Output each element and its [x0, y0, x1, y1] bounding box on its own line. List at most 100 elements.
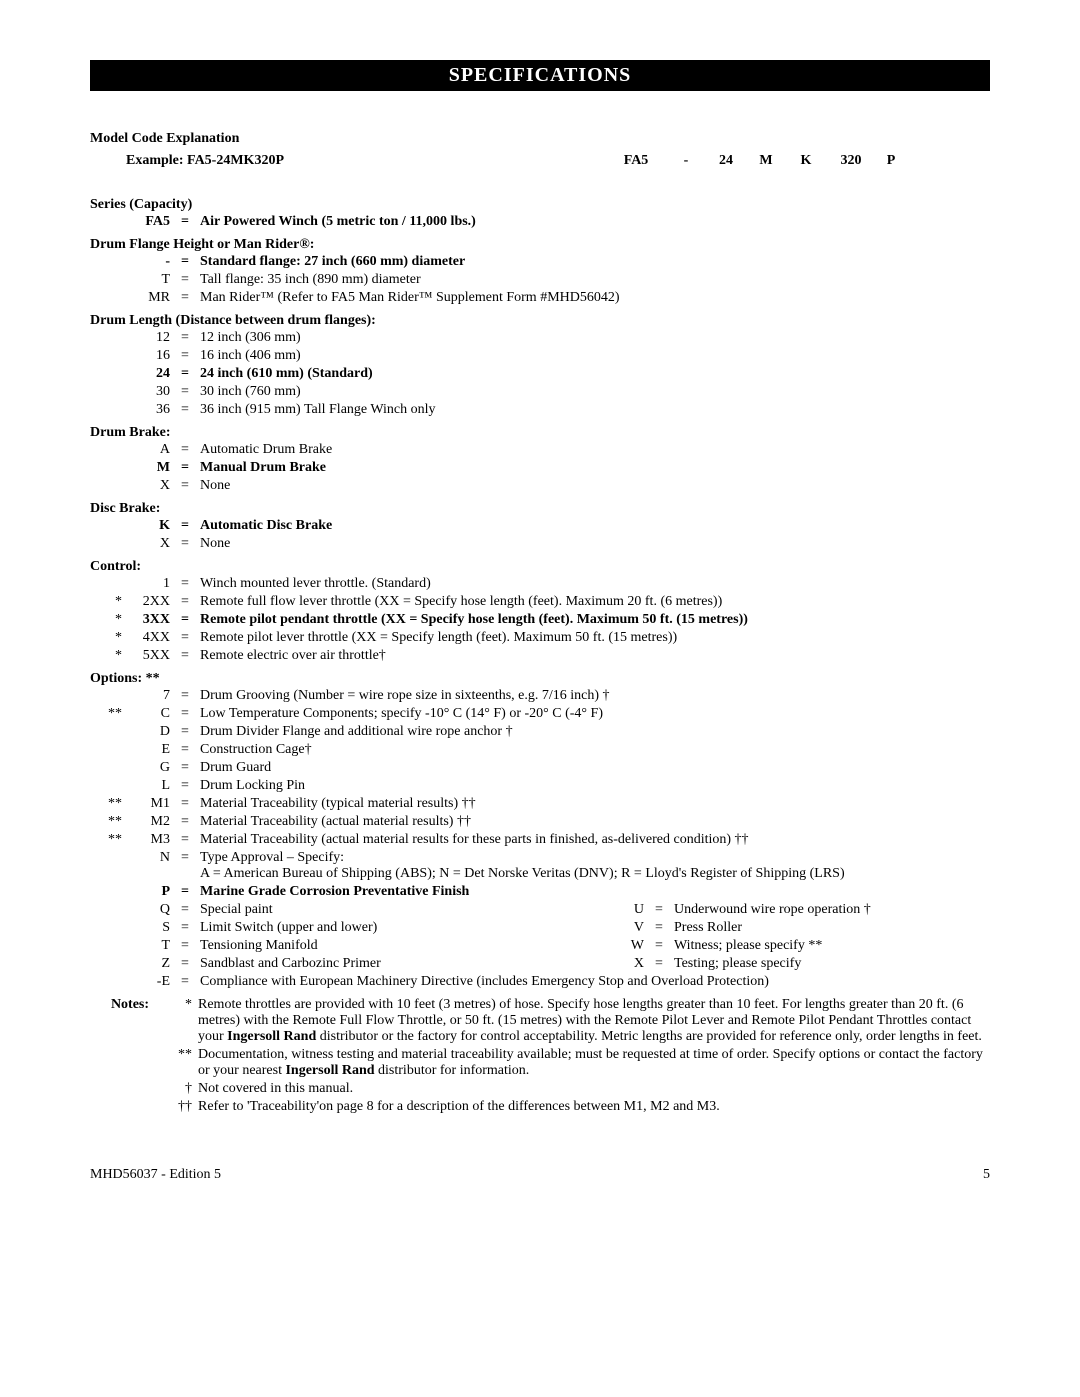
row-eq: =	[174, 849, 196, 883]
code-row: U=Underwound wire rope operation †	[610, 901, 990, 919]
row-desc: 12 inch (306 mm)	[196, 329, 990, 347]
row-mark	[90, 883, 126, 901]
notes-label: Notes:	[90, 997, 170, 1117]
row-mark: *	[90, 611, 126, 629]
row-mark	[90, 919, 126, 937]
section-title-flange: Drum Flange Height or Man Rider®:	[90, 237, 990, 253]
brand-name: Ingersoll Rand	[227, 1029, 316, 1044]
footer-right: 5	[983, 1167, 990, 1183]
code-row: -=Standard flange: 27 inch (660 mm) diam…	[90, 253, 990, 271]
row-code: T	[126, 937, 174, 955]
row-eq: =	[174, 901, 196, 919]
code-row: E=Construction Cage†	[90, 741, 990, 759]
row-code: S	[126, 919, 174, 937]
row-code: 4XX	[126, 629, 174, 647]
options-left-table: Q=Special paintS=Limit Switch (upper and…	[90, 901, 610, 973]
row-code: N	[126, 849, 174, 883]
note-text: Documentation, witness testing and mater…	[198, 1047, 990, 1079]
row-eq: =	[174, 213, 196, 231]
row-eq: =	[174, 329, 196, 347]
code-row: 7=Drum Grooving (Number = wire rope size…	[90, 687, 990, 705]
section-table-discBrake: K=Automatic Disc BrakeX=None	[90, 517, 990, 553]
row-mark	[90, 901, 126, 919]
row-code: 12	[126, 329, 174, 347]
row-code: L	[126, 777, 174, 795]
row-code: U	[610, 901, 648, 919]
row-desc: Tensioning Manifold	[196, 937, 610, 955]
row-mark	[90, 973, 126, 991]
code-row: 12=12 inch (306 mm)	[90, 329, 990, 347]
row-desc: Type Approval – Specify:A = American Bur…	[196, 849, 990, 883]
row-eq: =	[174, 535, 196, 553]
section-title-drumBrake: Drum Brake:	[90, 425, 990, 441]
row-mark	[90, 687, 126, 705]
row-eq: =	[174, 705, 196, 723]
note-item: *Remote throttles are provided with 10 f…	[170, 997, 990, 1045]
example-seg-6: P	[876, 153, 906, 169]
row-eq: =	[174, 813, 196, 831]
row-desc: Remote electric over air throttle†	[196, 647, 990, 665]
code-row: 30=30 inch (760 mm)	[90, 383, 990, 401]
row-mark	[90, 253, 126, 271]
row-desc: None	[196, 535, 990, 553]
row-desc: Automatic Drum Brake	[196, 441, 990, 459]
section-table-drumBrake: A=Automatic Drum BrakeM=Manual Drum Brak…	[90, 441, 990, 495]
row-code: C	[126, 705, 174, 723]
row-code: X	[126, 535, 174, 553]
section-title-drumLength: Drum Length (Distance between drum flang…	[90, 313, 990, 329]
row-code: M1	[126, 795, 174, 813]
note-item: **Documentation, witness testing and mat…	[170, 1047, 990, 1079]
row-eq: =	[648, 919, 670, 937]
row-eq: =	[174, 459, 196, 477]
row-eq: =	[174, 611, 196, 629]
row-desc: Special paint	[196, 901, 610, 919]
section-title-options: Options: **	[90, 671, 990, 687]
row-code: M	[126, 459, 174, 477]
row-desc: Compliance with European Machinery Direc…	[196, 973, 990, 991]
row-eq: =	[174, 271, 196, 289]
row-eq: =	[174, 365, 196, 383]
row-eq: =	[174, 477, 196, 495]
row-mark: **	[90, 705, 126, 723]
code-row: T=Tensioning Manifold	[90, 937, 610, 955]
row-code: Z	[126, 955, 174, 973]
row-code: 2XX	[126, 593, 174, 611]
code-row: T=Tall flange: 35 inch (890 mm) diameter	[90, 271, 990, 289]
row-code: M3	[126, 831, 174, 849]
row-mark	[90, 289, 126, 307]
code-row: V=Press Roller	[610, 919, 990, 937]
note-symbol: ††	[170, 1099, 198, 1115]
row-mark: **	[90, 831, 126, 849]
row-mark	[90, 365, 126, 383]
row-desc: 36 inch (915 mm) Tall Flange Winch only	[196, 401, 990, 419]
row-mark	[90, 401, 126, 419]
row-code: D	[126, 723, 174, 741]
code-row: 36=36 inch (915 mm) Tall Flange Winch on…	[90, 401, 990, 419]
code-row: K=Automatic Disc Brake	[90, 517, 990, 535]
row-eq: =	[174, 831, 196, 849]
code-row: *3XX=Remote pilot pendant throttle (XX =…	[90, 611, 990, 629]
row-code: 36	[126, 401, 174, 419]
row-desc: Air Powered Winch (5 metric ton / 11,000…	[196, 213, 990, 231]
code-row: MR=Man Rider™ (Refer to FA5 Man Rider™ S…	[90, 289, 990, 307]
code-row: **C=Low Temperature Components; specify …	[90, 705, 990, 723]
section-title-discBrake: Disc Brake:	[90, 501, 990, 517]
section-table-drumLength: 12=12 inch (306 mm)16=16 inch (406 mm)24…	[90, 329, 990, 419]
row-code: E	[126, 741, 174, 759]
row-code: 24	[126, 365, 174, 383]
row-desc: None	[196, 477, 990, 495]
options-last-table: -E=Compliance with European Machinery Di…	[90, 973, 990, 991]
section-title-series: Series (Capacity)	[90, 197, 990, 213]
section-title-control: Control:	[90, 559, 990, 575]
row-code: X	[126, 477, 174, 495]
row-code: W	[610, 937, 648, 955]
row-desc: Drum Guard	[196, 759, 990, 777]
row-desc: Low Temperature Components; specify -10°…	[196, 705, 990, 723]
row-desc: 30 inch (760 mm)	[196, 383, 990, 401]
code-row: **M2=Material Traceability (actual mater…	[90, 813, 990, 831]
row-mark	[90, 759, 126, 777]
row-mark	[90, 459, 126, 477]
note-text: Not covered in this manual.	[198, 1081, 990, 1097]
example-seg-5: 320	[826, 153, 876, 169]
row-eq: =	[174, 919, 196, 937]
